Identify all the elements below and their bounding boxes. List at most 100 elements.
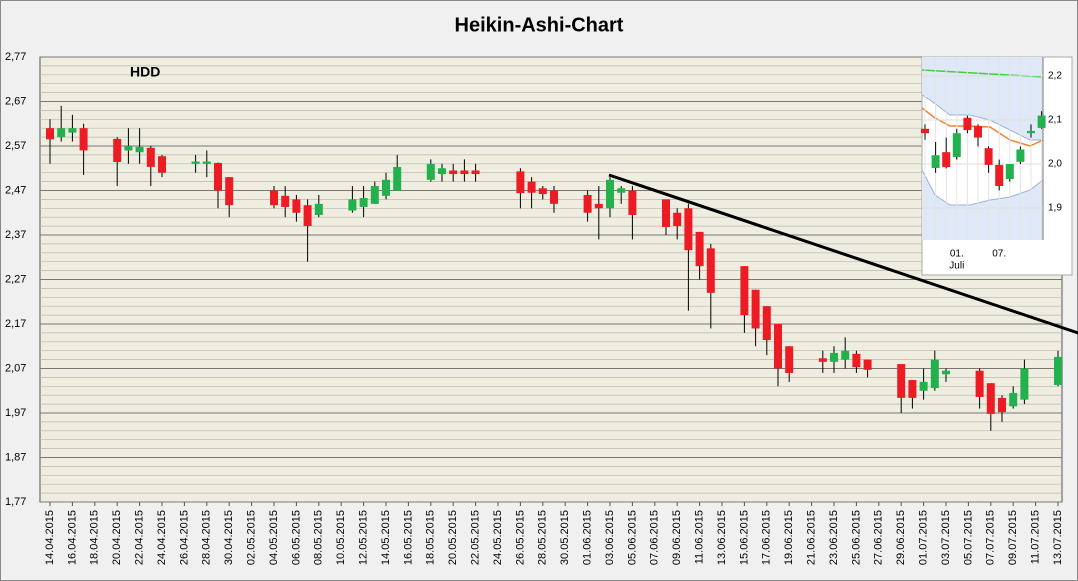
chart-title: Heikin-Ashi-Chart — [455, 14, 624, 36]
candle-body — [79, 128, 88, 151]
inset-band-lower — [922, 170, 1043, 240]
x-tick-label: 13.06.2015 — [716, 510, 728, 565]
x-tick-label: 08.05.2015 — [313, 510, 325, 565]
candle-body — [998, 397, 1006, 413]
x-tick-label: 20.05.2015 — [447, 510, 459, 565]
x-tick-label: 16.05.2015 — [402, 510, 414, 565]
candle-body — [314, 203, 323, 215]
candle-body — [908, 380, 917, 398]
candle-body — [438, 168, 446, 175]
x-tick-label: 05.07.2015 — [962, 510, 974, 565]
candle-body — [942, 152, 951, 168]
x-tick-label: 11.06.2015 — [694, 510, 706, 564]
candle-body — [673, 212, 682, 227]
x-tick-label: 02.05.2015 — [246, 510, 258, 565]
x-tick-label: 04.05.2015 — [268, 510, 280, 565]
candle-body — [863, 359, 872, 370]
candle-body — [762, 306, 771, 341]
x-tick-label: 25.06.2015 — [850, 510, 862, 565]
x-tick-label: 03.06.2015 — [604, 510, 616, 565]
candle-body — [583, 194, 592, 213]
candle-body — [952, 133, 961, 157]
x-tick-label: 14.05.2015 — [380, 510, 392, 565]
x-tick-label: 03.07.2015 — [940, 510, 952, 565]
x-tick-label: 05.06.2015 — [626, 510, 638, 565]
y-tick-label: 1,77 — [5, 496, 26, 508]
candle-body — [1037, 115, 1046, 128]
candle-body — [921, 128, 929, 134]
candle-body — [124, 146, 133, 151]
candle-body — [113, 138, 122, 163]
candle-body — [516, 171, 525, 194]
candle-body — [984, 148, 993, 165]
y-tick-label: 2,07 — [5, 362, 26, 374]
candle-body — [68, 128, 77, 133]
x-tick-label: 30.05.2015 — [559, 510, 571, 565]
inset-y-tick-label: 2,0 — [1048, 159, 1062, 170]
candle-body — [146, 147, 155, 167]
candle-body — [460, 170, 469, 175]
x-tick-label: 23.06.2015 — [828, 510, 840, 565]
candle-body — [1054, 356, 1062, 385]
x-tick-label: 14.04.2015 — [44, 510, 56, 565]
candle-body — [270, 190, 278, 206]
inset-y-tick-label: 2,2 — [1048, 71, 1062, 82]
candle-body — [393, 166, 402, 191]
candle-body — [942, 370, 950, 375]
y-tick-label: 2,67 — [5, 95, 26, 107]
candle-body — [382, 179, 390, 196]
candle-body — [1020, 368, 1029, 400]
inset-lower-line — [921, 169, 1044, 206]
y-tick-label: 2,17 — [5, 318, 26, 330]
candle-body — [449, 170, 458, 175]
x-tick-label: 16.04.2015 — [66, 510, 78, 565]
inset-y-tick-label: 1,9 — [1048, 203, 1062, 214]
candle-body — [57, 128, 66, 138]
candle-body — [471, 170, 480, 175]
x-tick-label: 26.05.2015 — [514, 510, 526, 565]
candle-body — [46, 128, 54, 140]
candle-body — [214, 162, 222, 191]
candle-body — [550, 190, 558, 204]
candle-body — [841, 350, 850, 360]
x-tick-label: 24.05.2015 — [492, 510, 504, 565]
x-tick-label: 22.05.2015 — [470, 510, 482, 565]
x-tick-label: 18.05.2015 — [425, 510, 437, 565]
x-tick-label: 24.04.2015 — [156, 510, 168, 565]
candle-body — [740, 266, 749, 316]
x-tick-label: 19.06.2015 — [783, 510, 795, 565]
x-tick-label: 28.04.2015 — [201, 510, 213, 565]
candle-body — [135, 146, 144, 153]
candle-body — [1009, 392, 1018, 407]
candle-body — [995, 164, 1004, 187]
candle-body — [158, 156, 166, 173]
candle-body — [617, 188, 626, 193]
candle-body — [785, 346, 794, 373]
candle-body — [1005, 164, 1014, 179]
x-tick-label: 21.06.2015 — [806, 510, 818, 565]
x-tick-label: 22.04.2015 — [134, 510, 146, 565]
candle-body — [931, 155, 940, 168]
x-tick-label: 06.05.2015 — [290, 510, 302, 565]
candle-body — [774, 324, 782, 369]
x-tick-label: 12.05.2015 — [358, 510, 370, 565]
x-tick-label: 20.04.2015 — [111, 510, 123, 565]
y-tick-label: 2,27 — [5, 273, 26, 285]
candle-body — [225, 177, 234, 206]
candle-body — [202, 161, 211, 164]
candles — [46, 105, 1062, 431]
y-tick-label: 2,37 — [5, 229, 26, 241]
candle-body — [303, 205, 312, 227]
inset-band-upper — [922, 57, 1043, 140]
candle-body — [292, 199, 301, 213]
candle-body — [1027, 130, 1035, 134]
candle-body — [1016, 149, 1025, 162]
candle-body — [919, 381, 928, 391]
candle-body — [695, 231, 704, 267]
candle-body — [684, 208, 693, 251]
y-tick-label: 1,87 — [5, 451, 26, 463]
candle-body — [594, 203, 603, 209]
x-tick-label: 15.06.2015 — [738, 510, 750, 565]
candle-body — [852, 353, 861, 368]
